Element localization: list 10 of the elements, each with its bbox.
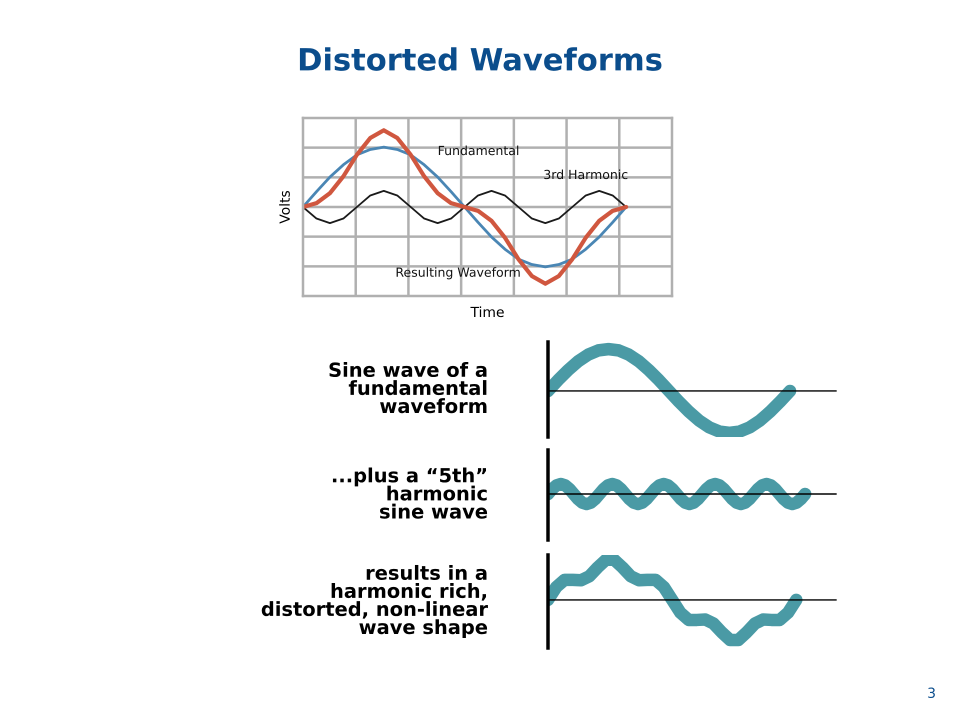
chart-title: ...plus a “5th” harmonic sine wave bbox=[332, 468, 488, 519]
series-label: 3rd Harmonic bbox=[544, 170, 628, 180]
text: Sine wave of a fundamental waveform bbox=[329, 362, 486, 414]
series-label: Resulting Waveform bbox=[396, 267, 520, 280]
chart-title: Distorted Waveforms bbox=[300, 47, 662, 71]
x-axis-title: Time bbox=[470, 306, 504, 318]
y-axis-title: Volts bbox=[279, 190, 290, 224]
text: 3 bbox=[928, 688, 935, 698]
series-label: Fundamental bbox=[438, 146, 518, 156]
text: results in a harmonic rich, distorted, non-linear wave shape bbox=[262, 564, 488, 638]
